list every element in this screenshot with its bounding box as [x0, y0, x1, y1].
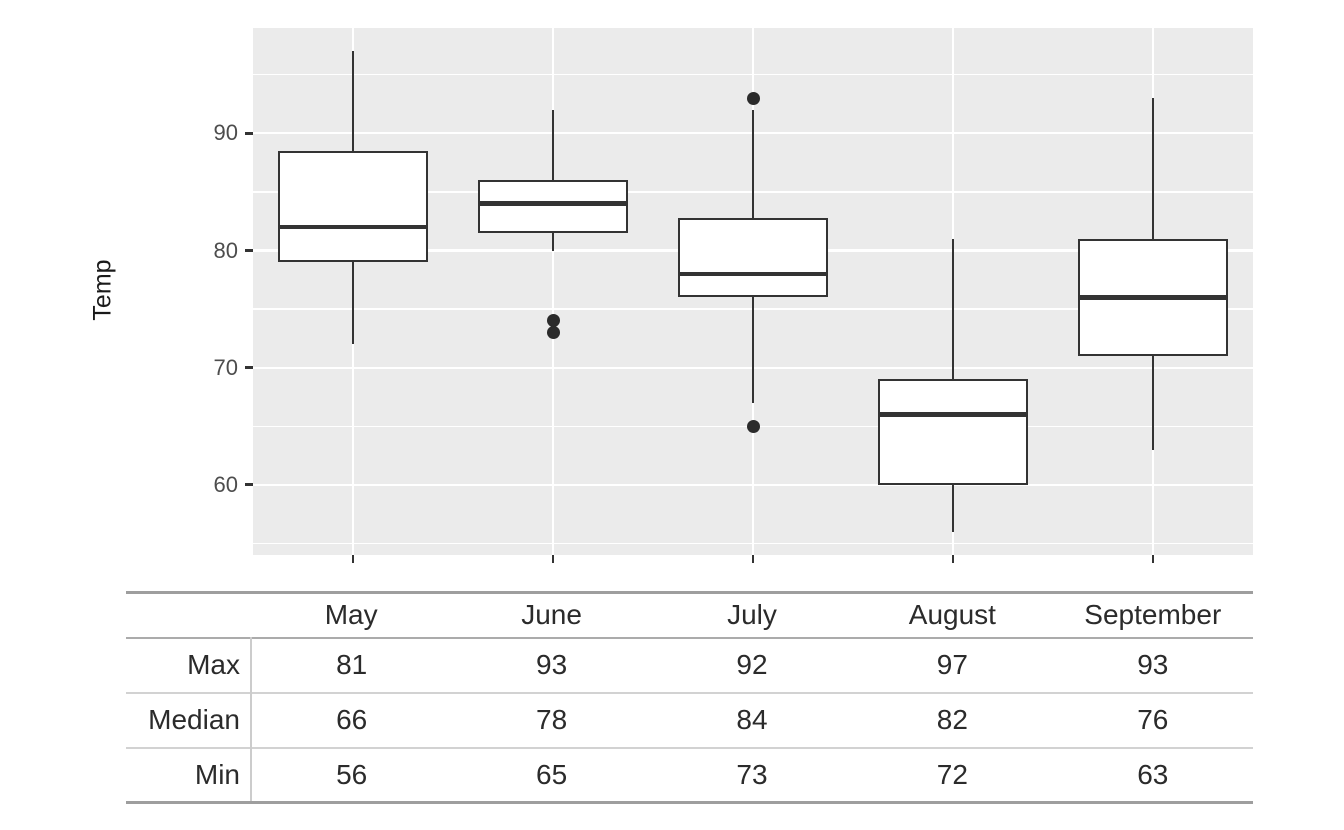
median-september: 76 [1137, 704, 1169, 735]
column-header-july: July [727, 599, 777, 631]
column-header-september: September [1084, 599, 1222, 631]
x-tick-july [751, 555, 755, 563]
lower-whisker-june [551, 232, 555, 251]
lower-whisker-may [351, 262, 355, 345]
y-tick-70 [245, 366, 253, 369]
median-june: 78 [536, 704, 568, 735]
x-tick-june [551, 555, 555, 563]
median-july: 84 [736, 704, 768, 735]
table-row-median: Median 66 78 84 82 76 [126, 692, 1253, 748]
max-july: 92 [736, 649, 768, 680]
summary-table: May June July August September Max 81 93 92 97 93… [126, 591, 1253, 804]
upper-whisker-august [951, 238, 955, 380]
outlier-dot-july-93 [746, 91, 760, 105]
table-row-max: Max 81 93 92 97 93 [126, 637, 1253, 693]
header-row: May June July August September [126, 592, 1253, 638]
median-line-august [878, 412, 1028, 417]
table-row-min: Min 56 65 73 72 63 [126, 747, 1253, 803]
y-axis-title: Temp [88, 258, 117, 321]
box-may [278, 150, 428, 263]
outlier-dot-july-65 [746, 419, 760, 433]
median-line-july [678, 271, 828, 277]
y-tick-label-80: 80 [213, 237, 238, 263]
max-june: 93 [536, 649, 568, 680]
x-tick-august [951, 555, 955, 563]
y-tick-80 [245, 249, 253, 252]
upper-whisker-july [751, 109, 755, 219]
outlier-dot-june-74 [546, 314, 560, 328]
max-september: 93 [1137, 649, 1169, 680]
outlier-dot-june-73 [546, 325, 560, 339]
y-tick-label-90: 90 [213, 120, 238, 146]
y-tick-label-60: 60 [213, 471, 238, 497]
row-label-max: Max [126, 637, 252, 693]
median-line-may [278, 224, 428, 230]
median-august: 82 [936, 704, 968, 735]
row-label-median: Median [126, 692, 252, 748]
upper-whisker-june [551, 109, 555, 181]
vertical-gridline-june [551, 28, 555, 555]
column-header-june: June [521, 599, 582, 631]
median-line-june [478, 201, 628, 206]
min-may: 56 [336, 758, 368, 790]
row-label-min: Min [126, 747, 252, 803]
upper-whisker-september [1151, 98, 1155, 239]
median-line-september [1078, 295, 1228, 300]
min-june: 65 [536, 758, 568, 790]
box-july [678, 218, 828, 298]
y-tick-60 [245, 483, 253, 486]
box-june [478, 180, 628, 233]
median-may: 66 [336, 704, 368, 735]
lower-whisker-july [751, 297, 755, 403]
y-tick-90 [245, 132, 253, 135]
min-september: 63 [1137, 758, 1169, 790]
max-august: 97 [936, 649, 968, 680]
min-july: 73 [736, 758, 768, 790]
corner-cell [126, 593, 251, 638]
lower-whisker-august [951, 484, 955, 532]
column-header-august: August [908, 599, 996, 631]
min-august: 72 [936, 758, 968, 790]
box-august [878, 379, 1028, 485]
plot-panel [253, 28, 1253, 555]
lower-whisker-september [1151, 355, 1155, 450]
summary-table-header: May June July August September [126, 592, 1253, 638]
x-tick-may [351, 555, 355, 563]
summary-table-body: Max 81 93 92 97 93 Median 66 78 84 82 76 Min 56 65 73 72… [126, 637, 1253, 803]
upper-whisker-may [351, 51, 355, 151]
column-header-may: May [324, 599, 378, 631]
x-tick-september [1151, 555, 1155, 563]
max-may: 81 [336, 649, 368, 680]
y-tick-label-70: 70 [213, 354, 238, 380]
temp-boxplot-chart: Temp 90 80 70 60 [88, 28, 1253, 563]
